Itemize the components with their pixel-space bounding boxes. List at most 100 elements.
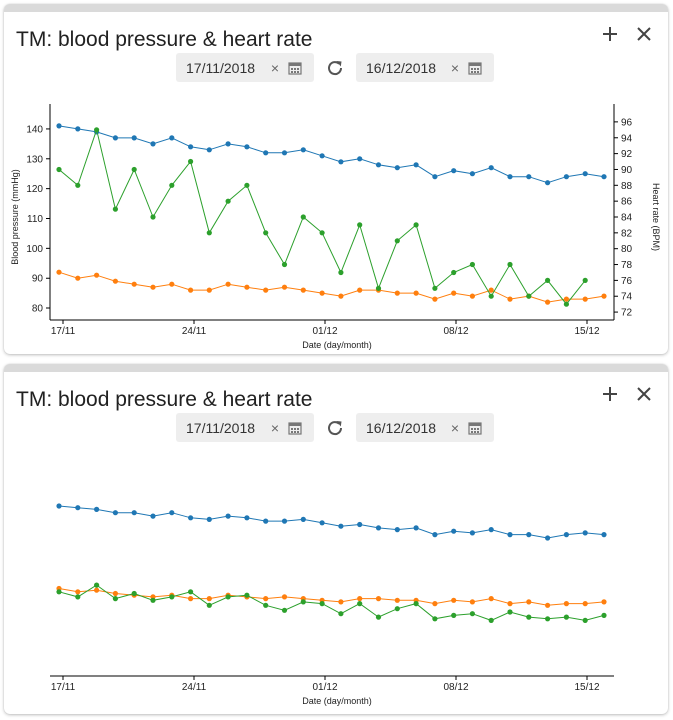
plus-icon[interactable]	[600, 24, 620, 44]
systolic-point	[131, 510, 137, 516]
systolic-point	[469, 530, 475, 536]
calendar-icon[interactable]	[468, 61, 482, 75]
systolic-point	[169, 135, 175, 141]
clear-x-icon[interactable]: ×	[450, 59, 460, 76]
heart-rate-point	[300, 214, 306, 220]
diastolic-point	[563, 296, 570, 302]
calendar-icon[interactable]	[288, 61, 302, 75]
systolic-point	[394, 165, 400, 171]
chart-card-1: TM: blood pressure & heart rate 17/11/20…	[4, 4, 668, 354]
y-tick-label-right: 92	[621, 149, 633, 160]
y-tick-label-right: 96	[621, 117, 633, 128]
systolic-point	[150, 513, 156, 519]
heart-rate-point	[488, 293, 494, 299]
systolic-point	[75, 126, 81, 132]
systolic-line	[58, 125, 605, 184]
heart-rate-point	[507, 261, 513, 268]
card-title: TM: blood pressure & heart rate	[16, 388, 313, 411]
systolic-point	[545, 180, 551, 186]
heart-rate-point	[131, 590, 137, 597]
heart-rate-point	[244, 592, 250, 598]
calendar-icon[interactable]	[468, 421, 482, 435]
diastolic-point	[375, 596, 382, 602]
systolic-point	[582, 171, 588, 177]
heart-rate-point	[526, 614, 532, 620]
x-tick-label: 01/12	[312, 682, 337, 693]
card-title: TM: blood pressure & heart rate	[16, 28, 313, 51]
end-date-value[interactable]: 16/12/2018	[366, 419, 437, 436]
systolic-point	[188, 144, 194, 150]
heart-rate-point	[413, 222, 419, 228]
systolic-point	[112, 510, 118, 516]
heart-rate-point	[413, 601, 419, 607]
clear-x-icon[interactable]: ×	[270, 419, 280, 436]
x-tick-label: 08/12	[443, 326, 468, 337]
start-date-field[interactable]: 17/11/2018 ×	[176, 413, 314, 442]
systolic-point	[526, 174, 532, 180]
card-actions	[600, 384, 654, 404]
systolic-point	[375, 162, 382, 168]
heart-rate-point	[526, 293, 532, 299]
heart-rate-point	[451, 612, 457, 618]
heart-rate-point	[563, 301, 570, 307]
heart-rate-point	[469, 261, 475, 268]
end-date-field[interactable]: 16/12/2018 ×	[356, 53, 494, 82]
heart-rate-point	[75, 182, 81, 188]
diastolic-point	[469, 599, 475, 605]
heart-rate-point	[112, 206, 118, 212]
diastolic-point	[488, 287, 494, 293]
chart-card-2: TM: blood pressure & heart rate 17/11/20…	[4, 364, 668, 714]
heart-rate-point	[601, 612, 607, 618]
heart-rate-point	[188, 158, 194, 165]
heart-rate-point	[563, 614, 570, 620]
plus-icon[interactable]	[600, 384, 620, 404]
heart-rate-point	[75, 594, 81, 600]
systolic-point	[507, 532, 513, 538]
diastolic-point	[582, 601, 588, 607]
systolic-point	[526, 532, 532, 538]
systolic-point	[131, 135, 137, 141]
diastolic-point	[432, 296, 438, 302]
heart-rate-point	[112, 596, 118, 602]
systolic-point	[432, 174, 438, 180]
systolic-point	[338, 159, 344, 165]
systolic-point	[319, 520, 325, 526]
start-date-field[interactable]: 17/11/2018 ×	[176, 53, 314, 82]
end-date-value[interactable]: 16/12/2018	[366, 59, 437, 76]
y-tick-label-right: 86	[621, 197, 633, 208]
start-date-value[interactable]: 17/11/2018	[186, 59, 256, 76]
diastolic-point	[281, 594, 288, 600]
refresh-icon[interactable]	[324, 417, 346, 439]
systolic-point	[357, 156, 363, 162]
systolic-point	[94, 506, 100, 512]
heart-rate-point	[469, 611, 475, 617]
diastolic-point	[394, 290, 400, 296]
diastolic-point	[112, 278, 118, 284]
heart-rate-point	[488, 617, 494, 623]
heart-rate-point	[357, 222, 363, 228]
clear-x-icon[interactable]: ×	[270, 59, 280, 76]
y-tick-label-left: 100	[26, 244, 43, 255]
diastolic-point	[451, 597, 457, 603]
close-icon[interactable]	[634, 24, 654, 44]
x-tick-label: 17/11	[51, 326, 76, 337]
x-tick-label: 17/11	[51, 682, 76, 693]
heart-rate-point	[150, 597, 156, 603]
systolic-point	[300, 147, 306, 153]
systolic-point	[451, 528, 457, 534]
refresh-icon[interactable]	[324, 57, 346, 79]
heart-rate-point	[375, 285, 382, 291]
systolic-point	[112, 135, 118, 141]
close-icon[interactable]	[634, 384, 654, 404]
heart-rate-point	[263, 230, 269, 236]
diastolic-point	[601, 293, 607, 299]
diastolic-point	[94, 587, 100, 593]
calendar-icon[interactable]	[288, 421, 302, 435]
end-date-field[interactable]: 16/12/2018 ×	[356, 413, 494, 442]
systolic-point	[56, 503, 62, 509]
diastolic-point	[545, 602, 551, 608]
diastolic-point	[394, 597, 400, 603]
clear-x-icon[interactable]: ×	[450, 419, 460, 436]
heart-rate-point	[394, 238, 400, 244]
start-date-value[interactable]: 17/11/2018	[186, 419, 256, 436]
